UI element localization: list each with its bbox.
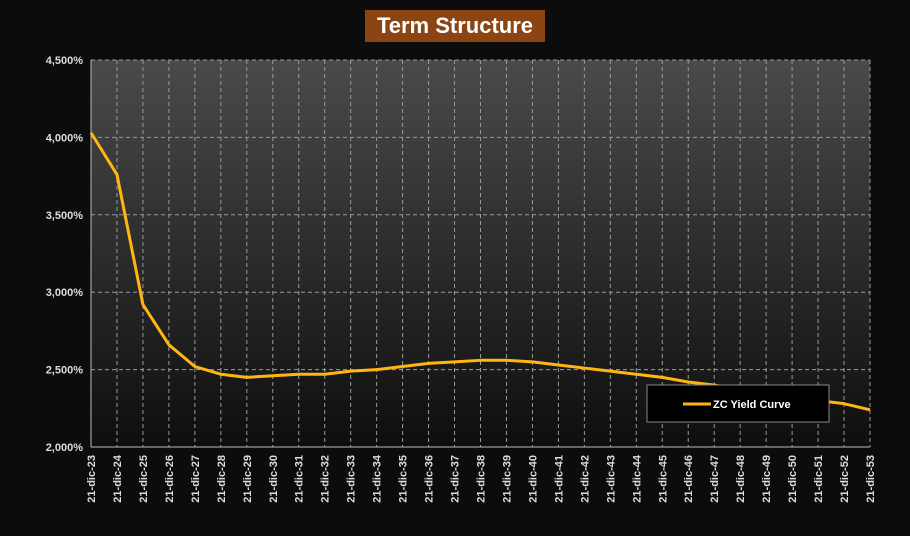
x-tick-label: 21-dic-38 — [476, 455, 488, 503]
x-tick-label: 21-dic-37 — [450, 455, 462, 503]
y-tick-label: 3,000% — [46, 287, 84, 299]
x-tick-label: 21-dic-47 — [709, 455, 721, 503]
x-tick-label: 21-dic-26 — [164, 455, 176, 503]
x-tick-label: 21-dic-41 — [553, 455, 565, 503]
x-tick-label: 21-dic-34 — [372, 454, 384, 503]
x-tick-label: 21-dic-30 — [268, 455, 280, 503]
y-tick-label: 2,500% — [46, 365, 84, 377]
x-tick-label: 21-dic-45 — [657, 455, 669, 503]
x-tick-label: 21-dic-27 — [190, 455, 202, 503]
legend-box — [646, 384, 830, 423]
x-tick-label: 21-dic-42 — [579, 455, 591, 503]
x-tick-label: 21-dic-31 — [294, 455, 306, 503]
x-tick-label: 21-dic-23 — [86, 455, 98, 503]
title-box — [365, 10, 545, 42]
x-tick-label: 21-dic-46 — [683, 455, 695, 503]
x-tick-label: 21-dic-36 — [424, 455, 436, 503]
x-tick-label: 21-dic-24 — [112, 454, 124, 503]
x-tick-label: 21-dic-28 — [216, 455, 228, 503]
y-tick-label: 2,000% — [46, 442, 84, 454]
x-tick-label: 21-dic-43 — [605, 455, 617, 503]
x-tick-label: 21-dic-51 — [813, 455, 825, 503]
x-tick-label: 21-dic-29 — [242, 455, 254, 503]
x-tick-label: 21-dic-25 — [138, 455, 150, 503]
chart-title: Term Structure — [377, 13, 533, 38]
y-tick-label: 3,500% — [46, 210, 84, 222]
y-tick-label: 4,000% — [46, 132, 84, 144]
x-tick-label: 21-dic-32 — [320, 455, 332, 503]
x-tick-label: 21-dic-35 — [398, 455, 410, 503]
x-tick-label: 21-dic-50 — [787, 455, 799, 503]
x-tick-label: 21-dic-53 — [865, 455, 877, 503]
legend-label: ZC Yield Curve — [713, 399, 791, 411]
x-tick-label: 21-dic-33 — [346, 455, 358, 503]
x-tick-label: 21-dic-44 — [631, 454, 643, 503]
x-tick-label: 21-dic-39 — [501, 455, 513, 503]
x-tick-label: 21-dic-49 — [761, 455, 773, 503]
y-tick-label: 4,500% — [46, 55, 84, 67]
x-tick-label: 21-dic-48 — [735, 455, 747, 503]
x-tick-label: 21-dic-52 — [839, 455, 851, 503]
x-tick-label: 21-dic-40 — [527, 455, 539, 503]
